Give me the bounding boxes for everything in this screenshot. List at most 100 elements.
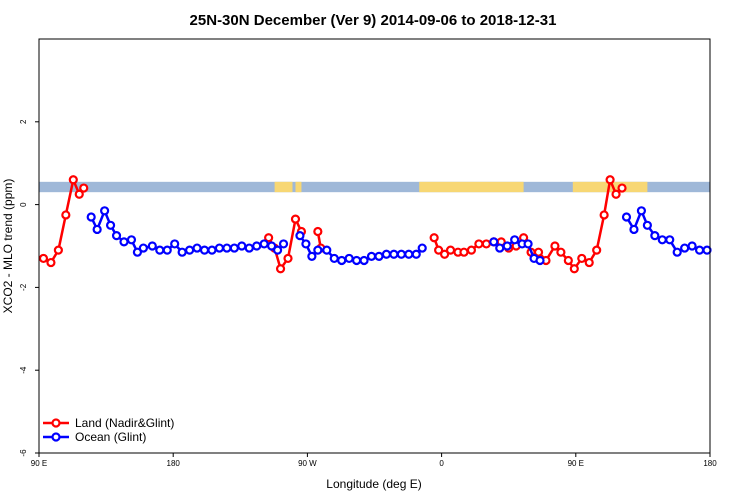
x-tick-label: 0 bbox=[439, 459, 444, 468]
data-point bbox=[417, 243, 427, 253]
x-tick-label: 90 W bbox=[298, 459, 317, 468]
data-point bbox=[396, 249, 406, 259]
data-point bbox=[53, 245, 63, 255]
data-point bbox=[366, 251, 377, 261]
data-point bbox=[252, 241, 262, 251]
data-point bbox=[272, 245, 283, 255]
series-group bbox=[38, 175, 712, 274]
data-point bbox=[344, 253, 354, 264]
data-point bbox=[100, 206, 110, 216]
chart-title: 25N-30N December (Ver 9) 2014-09-06 to 2… bbox=[190, 12, 557, 29]
data-point bbox=[147, 241, 157, 251]
data-point bbox=[162, 245, 172, 255]
data-point bbox=[621, 212, 632, 222]
data-point bbox=[207, 245, 217, 255]
data-point bbox=[495, 243, 505, 253]
data-point bbox=[459, 247, 469, 257]
land-band-segment bbox=[274, 181, 293, 193]
data-point bbox=[290, 214, 301, 224]
data-point bbox=[617, 183, 627, 193]
data-point bbox=[611, 189, 621, 199]
data-point bbox=[474, 239, 484, 249]
data-point bbox=[229, 243, 239, 253]
data-point bbox=[489, 237, 499, 247]
data-point bbox=[61, 210, 71, 220]
data-point bbox=[556, 247, 566, 257]
data-point bbox=[138, 243, 148, 253]
data-point bbox=[267, 241, 277, 251]
data-point bbox=[381, 249, 392, 259]
data-point bbox=[38, 253, 49, 264]
data-point bbox=[359, 255, 369, 266]
data-point bbox=[680, 243, 690, 253]
data-point bbox=[533, 247, 544, 257]
data-point bbox=[650, 231, 660, 241]
y-tick-label: -4 bbox=[19, 366, 28, 374]
data-point bbox=[523, 239, 533, 249]
data-point bbox=[295, 231, 305, 241]
data-point bbox=[569, 264, 579, 274]
data-point bbox=[439, 249, 450, 259]
data-point bbox=[563, 255, 573, 266]
legend: Land (Nadir&Glint)Ocean (Glint) bbox=[43, 416, 174, 444]
data-point bbox=[199, 245, 210, 255]
data-point bbox=[313, 245, 323, 255]
data-point bbox=[510, 235, 520, 245]
data-point bbox=[79, 183, 89, 193]
y-axis: -6 -4 -2 0 2 bbox=[19, 119, 39, 457]
data-point bbox=[105, 220, 116, 230]
data-point bbox=[411, 249, 421, 259]
data-point bbox=[283, 253, 293, 264]
data-point bbox=[629, 224, 639, 235]
data-point bbox=[434, 245, 444, 255]
data-point bbox=[337, 255, 347, 266]
data-point bbox=[68, 175, 78, 185]
data-point bbox=[672, 247, 682, 257]
data-point bbox=[466, 245, 477, 255]
data-point bbox=[702, 245, 712, 255]
data-point bbox=[657, 235, 667, 245]
ocean-band bbox=[39, 181, 710, 193]
data-point bbox=[46, 257, 56, 268]
data-point bbox=[665, 235, 675, 245]
data-point bbox=[119, 237, 129, 247]
data-point bbox=[374, 251, 384, 261]
data-point bbox=[313, 226, 323, 237]
data-point bbox=[352, 255, 362, 266]
data-point bbox=[584, 257, 594, 268]
data-point bbox=[404, 249, 414, 259]
legend-marker bbox=[51, 418, 61, 428]
data-point bbox=[244, 243, 254, 253]
x-tick-label: 180 bbox=[167, 459, 181, 468]
data-point bbox=[155, 245, 165, 255]
data-point bbox=[301, 239, 311, 249]
data-point bbox=[445, 245, 456, 255]
legend-label: Ocean (Glint) bbox=[75, 430, 146, 444]
land-band-segment bbox=[295, 181, 302, 193]
data-point bbox=[642, 220, 652, 230]
y-tick-label: -6 bbox=[19, 449, 28, 457]
data-point bbox=[86, 212, 96, 222]
x-tick-label: 90 E bbox=[31, 459, 47, 468]
data-point bbox=[132, 247, 143, 257]
x-tick-label: 90 E bbox=[568, 459, 584, 468]
data-point bbox=[74, 189, 84, 199]
data-point bbox=[275, 264, 286, 274]
data-point bbox=[429, 233, 439, 243]
data-point bbox=[687, 241, 697, 251]
data-point bbox=[185, 245, 195, 255]
data-point bbox=[214, 243, 225, 253]
data-point bbox=[126, 235, 137, 245]
data-point bbox=[592, 245, 602, 255]
data-point bbox=[329, 253, 339, 264]
x-axis-label: Longitude (deg E) bbox=[326, 477, 421, 491]
data-point bbox=[264, 233, 274, 243]
data-point bbox=[550, 241, 560, 251]
series-land bbox=[38, 175, 627, 274]
x-axis: 90 E 180 90 W 0 90 E 180 bbox=[31, 453, 717, 468]
data-point bbox=[170, 239, 180, 249]
series-ocean bbox=[86, 206, 712, 266]
data-point bbox=[636, 206, 647, 216]
data-point bbox=[502, 241, 512, 251]
